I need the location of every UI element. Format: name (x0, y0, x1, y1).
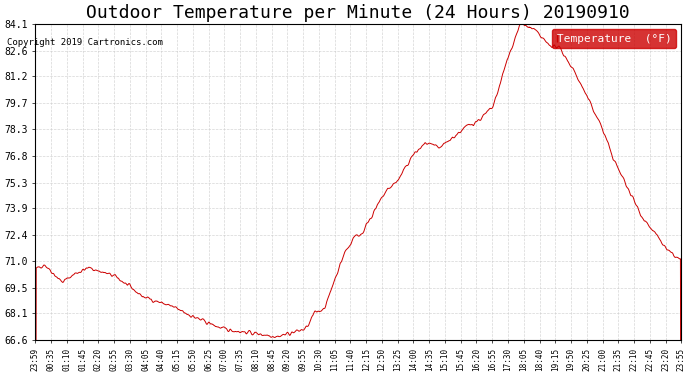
Legend: Temperature  (°F): Temperature (°F) (552, 29, 676, 48)
Title: Outdoor Temperature per Minute (24 Hours) 20190910: Outdoor Temperature per Minute (24 Hours… (86, 4, 630, 22)
Text: Copyright 2019 Cartronics.com: Copyright 2019 Cartronics.com (7, 38, 163, 47)
